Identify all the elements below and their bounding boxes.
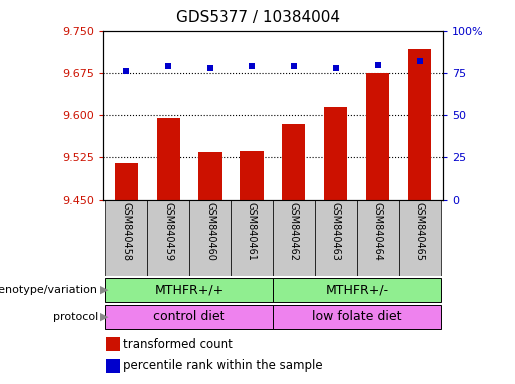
Point (290, 63, 298, 69)
Point (374, 61, 382, 68)
Bar (241, 151, 264, 200)
Text: control diet: control diet (153, 310, 225, 323)
Bar (107, 337, 120, 351)
Bar (273, 200, 315, 276)
Text: GSM840465: GSM840465 (415, 202, 425, 261)
Point (248, 63, 256, 69)
Text: GDS5377 / 10384004: GDS5377 / 10384004 (176, 10, 339, 25)
Bar (315, 200, 357, 276)
Bar (231, 200, 273, 276)
Point (416, 58, 424, 64)
Text: GSM840462: GSM840462 (289, 202, 299, 261)
Bar (357, 200, 399, 276)
Text: genotype/variation: genotype/variation (0, 285, 98, 295)
Point (122, 68, 130, 74)
Bar (105, 200, 147, 276)
Point (206, 65, 214, 71)
Bar (399, 200, 441, 276)
Bar (408, 49, 432, 200)
Bar (105, 278, 273, 302)
Bar (107, 359, 120, 372)
Text: MTHFR+/-: MTHFR+/- (325, 283, 388, 296)
Text: protocol: protocol (53, 312, 98, 322)
Text: transformed count: transformed count (124, 338, 233, 351)
Point (332, 65, 340, 71)
Text: percentile rank within the sample: percentile rank within the sample (124, 359, 323, 372)
Text: GSM840460: GSM840460 (205, 202, 215, 261)
Bar (189, 200, 231, 276)
Text: GSM840463: GSM840463 (331, 202, 341, 261)
Bar (273, 278, 441, 302)
Bar (282, 124, 305, 200)
Text: ▶: ▶ (100, 285, 109, 295)
Text: ▶: ▶ (100, 312, 109, 322)
Bar (324, 107, 348, 200)
Bar (114, 163, 138, 200)
Bar (366, 73, 389, 200)
Bar (147, 200, 189, 276)
Bar (273, 305, 441, 329)
Text: GSM840464: GSM840464 (373, 202, 383, 261)
Text: GSM840458: GSM840458 (121, 202, 131, 261)
Text: GSM840461: GSM840461 (247, 202, 257, 261)
Text: MTHFR+/+: MTHFR+/+ (154, 283, 224, 296)
Bar (105, 305, 273, 329)
Text: GSM840459: GSM840459 (163, 202, 173, 261)
Point (164, 63, 172, 69)
Bar (157, 118, 180, 200)
Text: low folate diet: low folate diet (312, 310, 402, 323)
Bar (198, 152, 221, 200)
